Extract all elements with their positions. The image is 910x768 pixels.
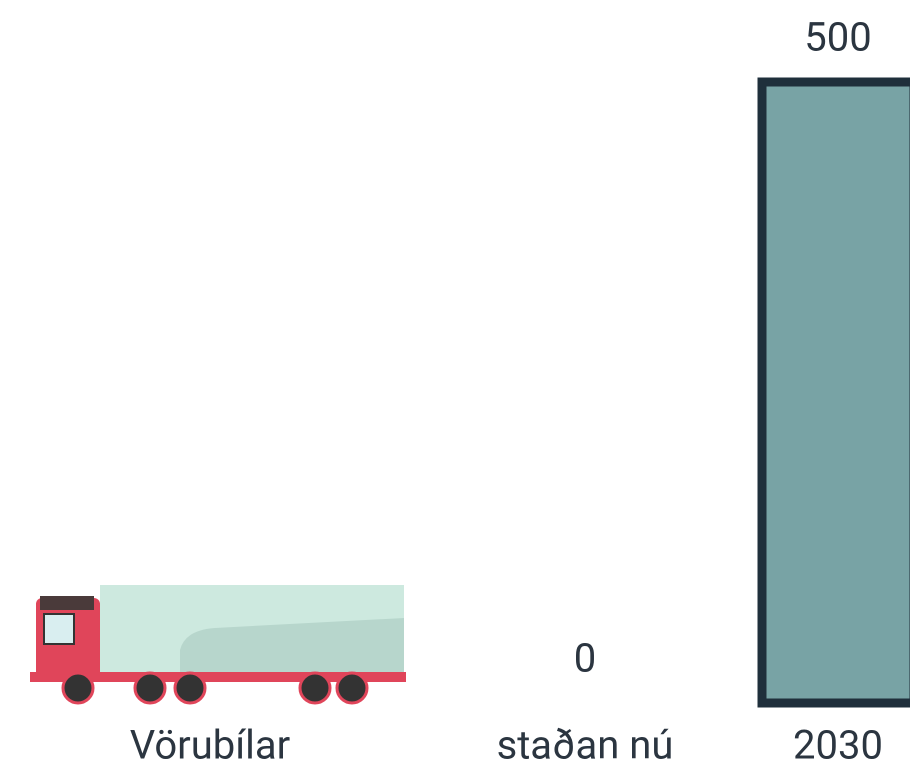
chart: Vörubílar 0 staðan nú 500 2030 [0, 0, 910, 768]
value-label: 0 [574, 635, 596, 682]
cab-roof [40, 596, 94, 610]
x-tick-label: 2030 [793, 722, 883, 768]
value-label: 500 [804, 14, 871, 61]
cab-window [44, 614, 74, 644]
bar [762, 82, 910, 703]
truck-icon [30, 585, 406, 703]
x-tick-label: staðan nú [497, 722, 674, 768]
page: {"chart_data": {"type": "bar", "label": … [0, 0, 910, 768]
vehicle-label: Vörubílar [130, 722, 290, 768]
